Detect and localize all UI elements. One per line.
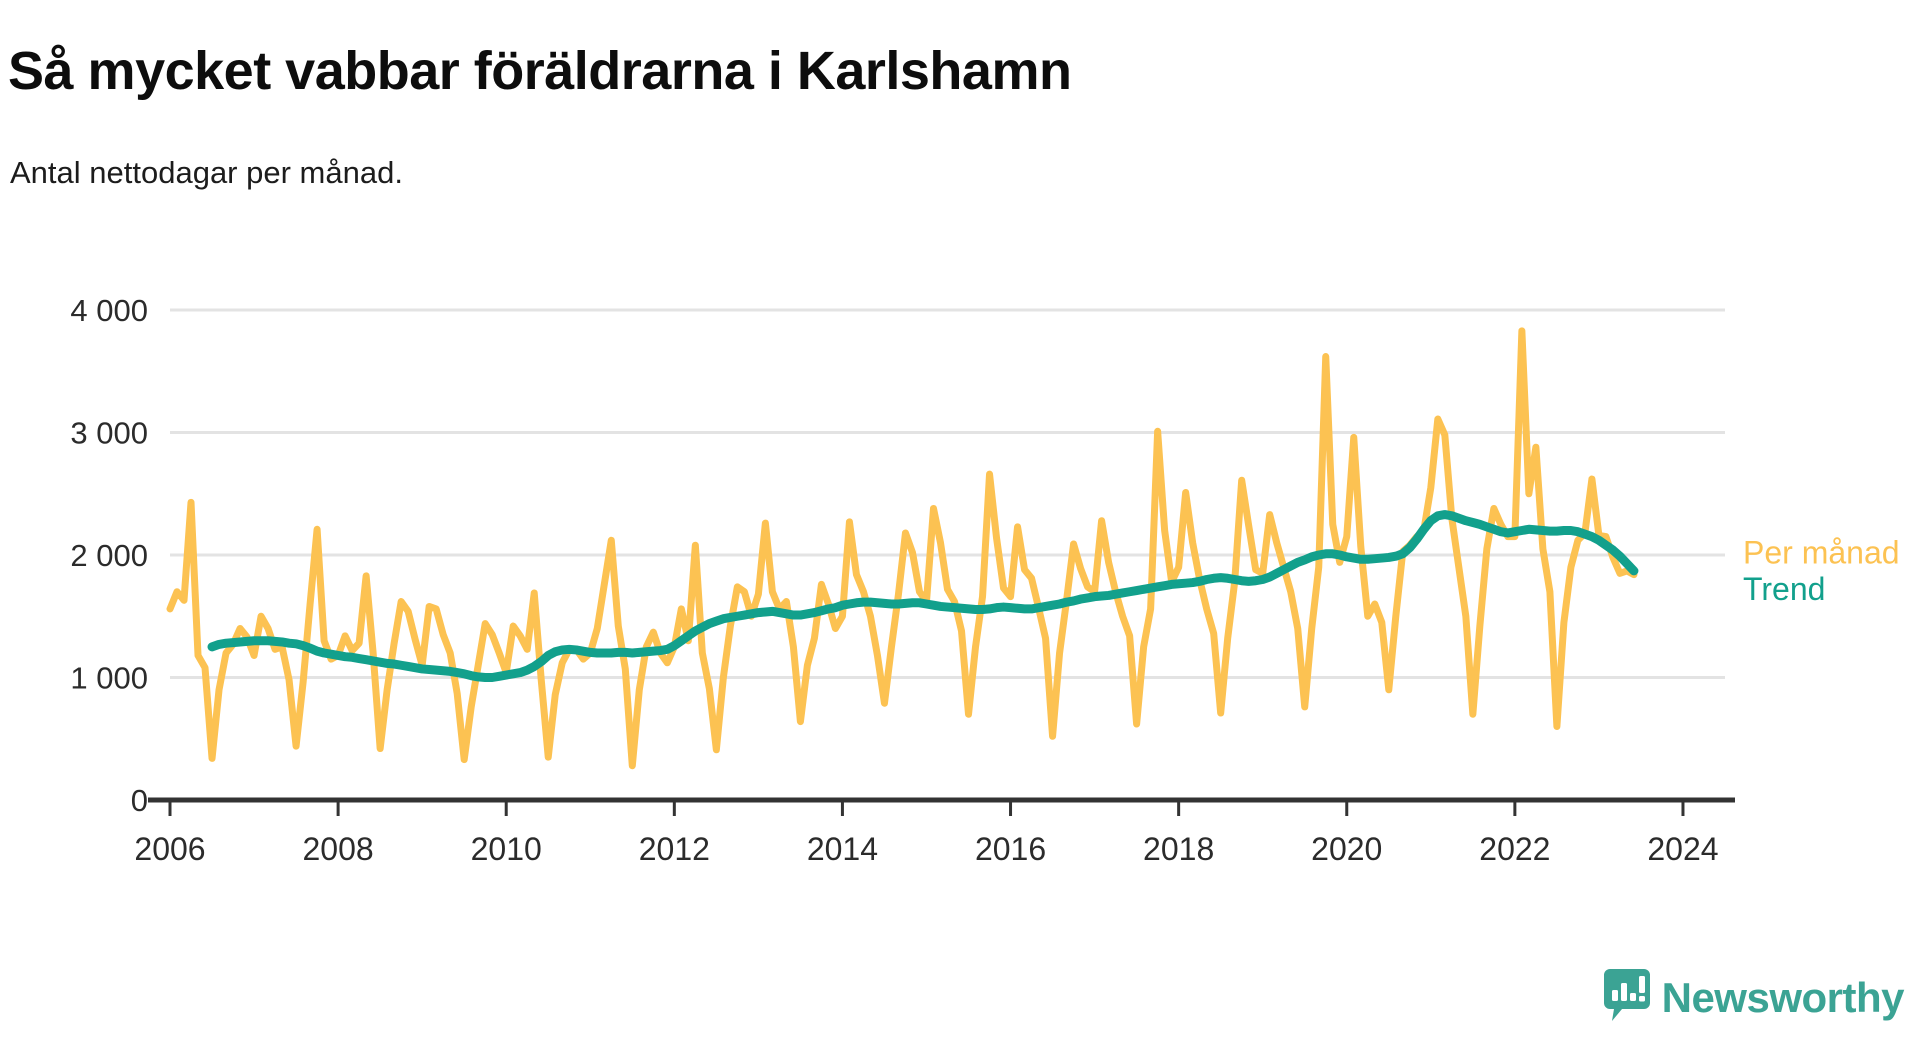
x-tick-label: 2010 [471, 831, 542, 867]
y-tick-label: 1 000 [70, 661, 148, 696]
x-tick-label: 2016 [975, 831, 1046, 867]
x-tick-label: 2018 [1143, 831, 1214, 867]
gridlines [170, 308, 1725, 679]
legend-label-per-manad[interactable]: Per månad [1743, 534, 1900, 570]
x-axis-ticks: 2006 2008 2010 2012 2014 2016 2018 2020 2022 2024 [134, 800, 1719, 867]
x-tick-label: 2006 [134, 831, 205, 867]
x-tick-label: 2022 [1479, 831, 1550, 867]
x-tick-label: 2020 [1311, 831, 1382, 867]
series-trend [207, 510, 1639, 682]
series-per-manad [166, 327, 1638, 770]
legend-label-trend[interactable]: Trend [1743, 571, 1825, 607]
y-tick-label: 2 000 [70, 538, 148, 573]
x-tick-label: 2024 [1647, 831, 1718, 867]
newsworthy-branding[interactable]: Newsworthy [1603, 969, 1905, 1026]
x-tick-label: 2012 [639, 831, 710, 867]
x-tick-label: 2008 [303, 831, 374, 867]
newsworthy-logo-icon [1603, 969, 1650, 1026]
y-tick-label: 0 [131, 783, 148, 818]
y-tick-label: 4 000 [70, 293, 148, 328]
y-axis-ticks: 0 1 000 2 000 3 000 4 000 [70, 293, 148, 818]
monthly-line [166, 327, 1638, 770]
newsworthy-logo-text: Newsworthy [1661, 973, 1905, 1021]
trend-line [207, 510, 1639, 682]
chart-subtitle: Antal nettodagar per månad. [10, 155, 403, 190]
y-tick-label: 3 000 [70, 416, 148, 451]
page-title: Så mycket vabbar föräldrarna i Karlshamn [8, 41, 1072, 102]
x-tick-label: 2014 [807, 831, 878, 867]
